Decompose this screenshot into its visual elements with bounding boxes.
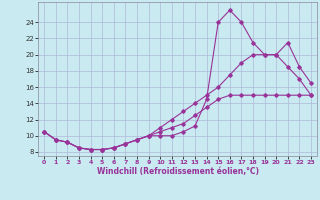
X-axis label: Windchill (Refroidissement éolien,°C): Windchill (Refroidissement éolien,°C) [97,167,259,176]
